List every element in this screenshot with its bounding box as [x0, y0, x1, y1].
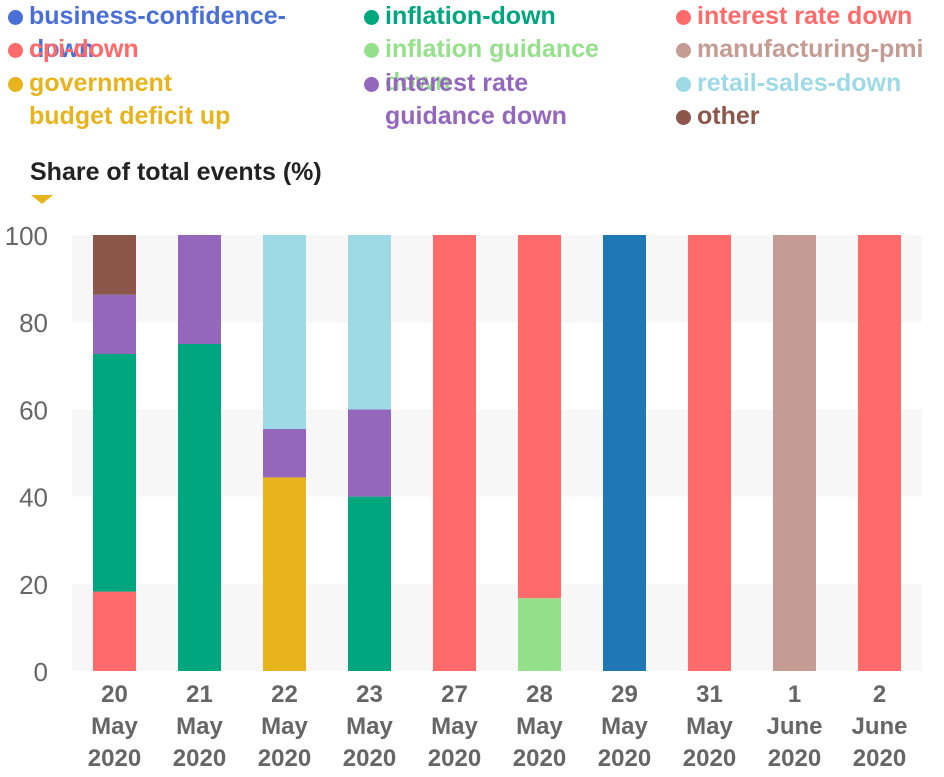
- bar-segment: [93, 294, 136, 354]
- x-tick-label: 2020: [683, 745, 736, 772]
- x-tick-label: 2020: [513, 745, 566, 772]
- x-tick-label: 31: [696, 681, 723, 708]
- legend-label: government budget deficit up: [29, 69, 231, 130]
- bar-segment: [263, 235, 306, 429]
- y-tick-label: 80: [19, 308, 48, 338]
- x-tick-label: 28: [526, 681, 553, 708]
- x-tick-label: May: [516, 713, 563, 740]
- legend-label: inflation-down: [385, 2, 556, 30]
- x-tick-label: 2020: [428, 745, 481, 772]
- bar-segment: [178, 235, 221, 344]
- legend-label: other: [697, 102, 760, 130]
- x-tick-label: June: [851, 713, 907, 740]
- bar-segment: [93, 235, 136, 295]
- x-tick-label: 2020: [173, 745, 226, 772]
- legend-dot-icon: [676, 43, 691, 58]
- bar-segment: [688, 235, 731, 671]
- bar-segment: [518, 235, 561, 599]
- bar-segment: [348, 235, 391, 410]
- legend-dot-icon: [364, 43, 379, 58]
- x-tick-label: 27: [441, 681, 468, 708]
- x-tick-label: 20: [101, 681, 128, 708]
- legend-dot-icon: [676, 110, 691, 125]
- y-tick-label: 0: [34, 657, 48, 687]
- bar-segment: [93, 354, 136, 592]
- bar-segment: [348, 409, 391, 497]
- legend-dot-icon: [8, 10, 23, 25]
- x-tick-label: 1: [788, 681, 801, 708]
- y-tick-label: 60: [19, 395, 48, 425]
- x-tick-label: 29: [611, 681, 638, 708]
- y-tick-label: 20: [19, 570, 48, 600]
- x-tick-label: May: [346, 713, 393, 740]
- bars: [93, 235, 901, 671]
- x-tick-label: 2020: [768, 745, 821, 772]
- bar-segment: [263, 477, 306, 671]
- bar-segment: [603, 235, 646, 671]
- bar-segment: [348, 496, 391, 671]
- bar-segment: [773, 235, 816, 671]
- x-tick-label: 2020: [853, 745, 906, 772]
- x-axis-ticks: 20May202021May202022May202023May202027Ma…: [88, 681, 908, 772]
- legend-dot-icon: [364, 10, 379, 25]
- y-axis-title: Share of total events (%): [30, 158, 322, 186]
- x-tick-label: 22: [271, 681, 298, 708]
- x-tick-label: May: [261, 713, 308, 740]
- x-tick-label: 2020: [343, 745, 396, 772]
- x-tick-label: 2020: [598, 745, 651, 772]
- legend: business-confidence-down cpi-down govern…: [0, 0, 944, 140]
- legend-label: manufacturing-pmi: [697, 35, 924, 63]
- x-tick-label: 2: [873, 681, 886, 708]
- legend-dot-icon: [8, 77, 23, 92]
- x-tick-label: 2020: [258, 745, 311, 772]
- x-tick-label: May: [686, 713, 733, 740]
- legend-label: interest rate down: [697, 2, 913, 30]
- x-tick-label: May: [91, 713, 138, 740]
- y-tick-label: 40: [19, 483, 48, 513]
- x-tick-label: 2020: [88, 745, 141, 772]
- y-axis-marker-icon: [31, 195, 53, 204]
- legend-label: interest rate guidance down: [385, 69, 567, 130]
- y-axis-ticks: 0 20 40 60 80 100: [5, 221, 48, 687]
- legend-dot-icon: [676, 77, 691, 92]
- x-tick-label: May: [176, 713, 223, 740]
- legend-label: business-confidence-down: [29, 2, 286, 63]
- x-tick-label: May: [431, 713, 478, 740]
- bar-segment: [178, 344, 221, 671]
- legend-dot-icon: [364, 77, 379, 92]
- legend-label: cpi-down: [29, 35, 139, 63]
- bar-segment: [518, 598, 561, 671]
- legend-dot-icon: [676, 10, 691, 25]
- x-tick-label: June: [766, 713, 822, 740]
- legend-dot-icon: [8, 43, 23, 58]
- x-tick-label: May: [601, 713, 648, 740]
- bar-segment: [433, 235, 476, 671]
- y-tick-label: 100: [5, 221, 48, 251]
- legend-label: inflation guidance down: [385, 35, 599, 96]
- bar-segment: [858, 235, 901, 671]
- legend-label: retail-sales-down: [697, 69, 902, 97]
- bar-segment: [263, 429, 306, 478]
- bar-segment: [93, 591, 136, 671]
- x-tick-label: 23: [356, 681, 383, 708]
- x-tick-label: 21: [186, 681, 213, 708]
